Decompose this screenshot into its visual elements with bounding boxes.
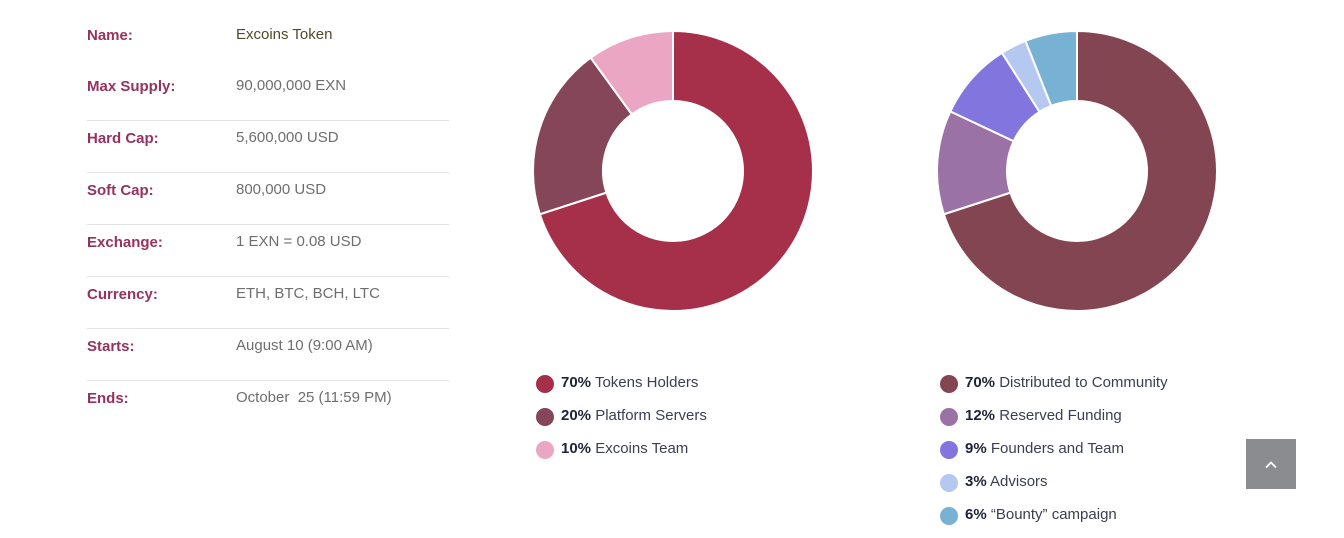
legend-text: 9% Founders and Team <box>965 440 1124 457</box>
chevron-up-icon <box>1265 460 1277 468</box>
info-label: Soft Cap: <box>87 182 154 199</box>
donut-slice-platform-servers <box>532 56 633 216</box>
info-value: Excoins Token <box>236 26 333 43</box>
legend-swatch <box>536 441 554 459</box>
info-value: 800,000 USD <box>236 181 327 198</box>
info-row-hard-cap: Hard Cap: 5,600,000 USD <box>87 121 449 173</box>
legend-percent: 6% <box>965 506 987 523</box>
legend-label: Founders and Team <box>990 440 1124 457</box>
legend-percent: 70% <box>561 374 592 391</box>
legend-text: 20% Platform Servers <box>561 407 707 424</box>
info-value: ETH, BTC, BCH, LTC <box>236 285 380 302</box>
info-row-name: Name: Excoins Token <box>87 18 449 69</box>
legend-text: 3% Advisors <box>965 473 1048 490</box>
info-row-starts: Starts: August 10 (9:00 AM) <box>87 329 449 381</box>
token-distribution-donut-chart <box>532 30 814 312</box>
legend-text: 12% Reserved Funding <box>965 407 1122 424</box>
legend-label: Distributed to Community <box>999 374 1168 391</box>
legend-percent: 3% <box>965 473 987 490</box>
info-label: Name: <box>87 27 133 44</box>
info-label: Hard Cap: <box>87 130 159 147</box>
donut-slice-distributed-to-community <box>942 30 1218 312</box>
info-label: Currency: <box>87 286 158 303</box>
legend-label: Advisors <box>990 473 1048 490</box>
legend-swatch <box>940 507 958 525</box>
info-row-max-supply: Max Supply: 90,000,000 EXN <box>87 69 449 121</box>
legend-label: “Bounty” campaign <box>990 506 1117 523</box>
legend-swatch <box>536 375 554 393</box>
info-row-exchange: Exchange: 1 EXN = 0.08 USD <box>87 225 449 277</box>
legend-percent: 70% <box>965 374 996 391</box>
legend-swatch <box>940 375 958 393</box>
legend-label: Excoins Team <box>595 440 689 457</box>
donut-slice-tokens-holders <box>538 30 814 312</box>
info-value: 5,600,000 USD <box>236 129 339 146</box>
legend-swatch <box>940 408 958 426</box>
token-info-table: Name: Excoins Token Max Supply: 90,000,0… <box>87 18 449 432</box>
legend-text: 70% Tokens Holders <box>561 374 698 391</box>
info-row-soft-cap: Soft Cap: 800,000 USD <box>87 173 449 225</box>
donut-chart-svg <box>532 30 814 312</box>
legend-text: 6% “Bounty” campaign <box>965 506 1117 523</box>
donut-chart-svg <box>936 30 1218 312</box>
legend-text: 70% Distributed to Community <box>965 374 1168 391</box>
legend-text: 10% Excoins Team <box>561 440 688 457</box>
info-label: Exchange: <box>87 234 163 251</box>
legend-label: Reserved Funding <box>999 407 1122 424</box>
info-value: 1 EXN = 0.08 USD <box>236 233 362 250</box>
info-value: 90,000,000 EXN <box>236 77 347 94</box>
info-row-ends: Ends: October 25 (11:59 PM) <box>87 381 449 432</box>
legend-swatch <box>940 474 958 492</box>
legend-percent: 10% <box>561 440 592 457</box>
info-label: Max Supply: <box>87 78 176 95</box>
legend-label: Tokens Holders <box>594 374 699 391</box>
legend-label: Platform Servers <box>595 407 707 424</box>
donut-slice-excoins-team <box>589 30 674 116</box>
info-label: Starts: <box>87 338 135 355</box>
funds-allocation-donut-chart <box>936 30 1218 312</box>
legend-swatch <box>940 441 958 459</box>
info-label: Ends: <box>87 390 129 407</box>
legend-swatch <box>536 408 554 426</box>
legend-percent: 20% <box>561 407 592 424</box>
info-row-currency: Currency: ETH, BTC, BCH, LTC <box>87 277 449 329</box>
donut-slice-bounty-campaign <box>1024 30 1078 107</box>
scroll-to-top-button[interactable] <box>1246 439 1296 489</box>
legend-percent: 12% <box>965 407 996 424</box>
info-value: August 10 (9:00 AM) <box>236 337 373 354</box>
legend-percent: 9% <box>965 440 987 457</box>
info-value: October 25 (11:59 PM) <box>236 389 392 406</box>
